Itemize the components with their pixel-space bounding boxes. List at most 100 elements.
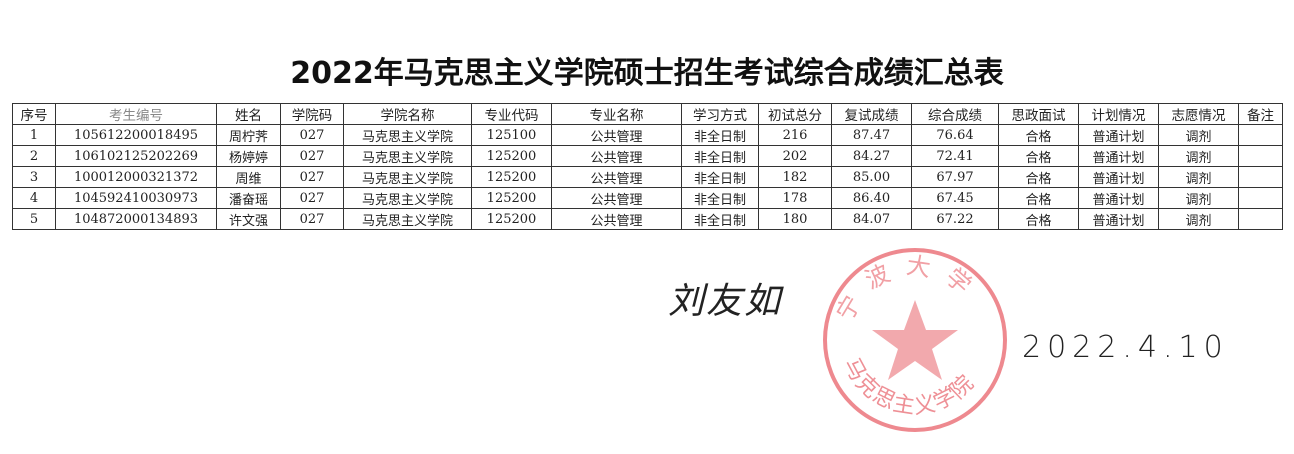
table-cell: 87.47 bbox=[831, 124, 912, 146]
table-cell: 2 bbox=[12, 145, 56, 167]
table-cell: 调剂 bbox=[1158, 124, 1239, 146]
table-cell: 027 bbox=[280, 124, 344, 146]
official-seal: 宁波大学 马克思主义学院 bbox=[823, 248, 1007, 432]
column-header: 志愿情况 bbox=[1158, 103, 1239, 125]
page-title: 2022年马克思主义学院硕士招生考试综合成绩汇总表 bbox=[290, 56, 1004, 91]
star-icon bbox=[872, 300, 958, 380]
table-cell: 调剂 bbox=[1158, 166, 1239, 188]
table-cell: 马克思主义学院 bbox=[343, 166, 472, 188]
table-row: 2 106102125202269 杨婷婷 027 马克思主义学院 125200 公共管理非… bbox=[12, 145, 1283, 167]
handwritten-signature: 刘友如 bbox=[668, 281, 783, 322]
table-cell: 普通计划 bbox=[1078, 124, 1159, 146]
table-cell: 106102125202269 bbox=[55, 145, 217, 167]
column-header: 思政面试 bbox=[998, 103, 1079, 125]
column-header: 专业代码 bbox=[471, 103, 552, 125]
table-cell: 马克思主义学院 bbox=[343, 187, 472, 209]
table-cell: 027 bbox=[280, 166, 344, 188]
header-row: 序号 考生编号 姓名 学院码 学院名称 专业代码 专业名称 学习方式 初试总分 复试成绩 综合成绩思… bbox=[12, 103, 1283, 125]
table-row: 3 100012000321372 周维 027 马克思主义学院 125200 公共管理 非全… bbox=[12, 166, 1283, 188]
column-header: 学院名称 bbox=[343, 103, 472, 125]
table-cell: 125200 bbox=[471, 208, 552, 230]
column-header: 序号 bbox=[12, 103, 56, 125]
column-header: 计划情况 bbox=[1078, 103, 1159, 125]
table-cell: 公共管理 bbox=[551, 124, 682, 146]
table-cell: 85.00 bbox=[831, 166, 912, 188]
table-cell: 调剂 bbox=[1158, 145, 1239, 167]
table-cell bbox=[1238, 166, 1283, 188]
table-cell: 182 bbox=[758, 166, 832, 188]
table-cell: 杨婷婷 bbox=[216, 145, 281, 167]
table-cell: 4 bbox=[12, 187, 56, 209]
table-cell: 125200 bbox=[471, 166, 552, 188]
column-header: 复试成绩 bbox=[831, 103, 912, 125]
table-cell: 马克思主义学院 bbox=[343, 145, 472, 167]
table-cell: 马克思主义学院 bbox=[343, 124, 472, 146]
table-row: 1 105612200018495 周柠荠 027 马克思主义学院 125100 公共管理非… bbox=[12, 124, 1283, 146]
column-header: 备注 bbox=[1238, 103, 1283, 125]
column-header: 综合成绩 bbox=[911, 103, 999, 125]
table-cell: 67.97 bbox=[911, 166, 999, 188]
table-cell: 许文强 bbox=[216, 208, 281, 230]
table-cell: 调剂 bbox=[1158, 208, 1239, 230]
column-header: 学习方式 bbox=[681, 103, 759, 125]
table-cell: 178 bbox=[758, 187, 832, 209]
table-cell: 非全日制 bbox=[681, 208, 759, 230]
table-cell: 普通计划 bbox=[1078, 145, 1159, 167]
table-cell: 普通计划 bbox=[1078, 166, 1159, 188]
table-cell: 周柠荠 bbox=[216, 124, 281, 146]
table-cell: 100012000321372 bbox=[55, 166, 217, 188]
table-cell bbox=[1238, 208, 1283, 230]
table-cell: 216 bbox=[758, 124, 832, 146]
table-cell: 非全日制 bbox=[681, 124, 759, 146]
table-cell: 合格 bbox=[998, 187, 1079, 209]
table-cell: 72.41 bbox=[911, 145, 999, 167]
table-cell bbox=[1238, 145, 1283, 167]
table-row: 5 104872000134893 许文强 027 马克思主义学院 125200 公共管理非… bbox=[12, 208, 1283, 230]
table-cell: 027 bbox=[280, 145, 344, 167]
table-cell: 普通计划 bbox=[1078, 187, 1159, 209]
table-cell: 非全日制 bbox=[681, 166, 759, 188]
score-table: 序号 考生编号 姓名 学院码 学院名称 专业代码 专业名称 学习方式 初试总分 复试成绩 综合成绩思… bbox=[12, 103, 1283, 230]
table-cell: 180 bbox=[758, 208, 832, 230]
table-cell: 1 bbox=[12, 124, 56, 146]
table-cell: 公共管理 bbox=[551, 187, 682, 209]
table-cell: 76.64 bbox=[911, 124, 999, 146]
table-cell: 84.07 bbox=[831, 208, 912, 230]
table-cell: 67.22 bbox=[911, 208, 999, 230]
table-cell: 潘奋瑶 bbox=[216, 187, 281, 209]
table-cell: 125100 bbox=[471, 124, 552, 146]
table-cell: 67.45 bbox=[911, 187, 999, 209]
table-cell bbox=[1238, 124, 1283, 146]
table-cell: 86.40 bbox=[831, 187, 912, 209]
table-cell: 104872000134893 bbox=[55, 208, 217, 230]
table-cell: 027 bbox=[280, 208, 344, 230]
table-cell bbox=[1238, 187, 1283, 209]
table-cell: 马克思主义学院 bbox=[343, 208, 472, 230]
table-cell: 5 bbox=[12, 208, 56, 230]
table-cell: 105612200018495 bbox=[55, 124, 217, 146]
column-header: 专业名称 bbox=[551, 103, 682, 125]
column-header: 考生编号 bbox=[55, 103, 217, 125]
column-header: 学院码 bbox=[280, 103, 344, 125]
column-header: 姓名 bbox=[216, 103, 281, 125]
table-cell: 合格 bbox=[998, 208, 1079, 230]
table-row: 4 104592410030973 潘奋瑶 027 马克思主义学院 125200 公共管理非… bbox=[12, 187, 1283, 209]
column-header: 初试总分 bbox=[758, 103, 832, 125]
table-cell: 84.27 bbox=[831, 145, 912, 167]
table-cell: 合格 bbox=[998, 145, 1079, 167]
table-cell: 3 bbox=[12, 166, 56, 188]
table-cell: 合格 bbox=[998, 166, 1079, 188]
table-cell: 非全日制 bbox=[681, 145, 759, 167]
table-cell: 周维 bbox=[216, 166, 281, 188]
table-cell: 104592410030973 bbox=[55, 187, 217, 209]
table-cell: 公共管理 bbox=[551, 145, 682, 167]
table-cell: 公共管理 bbox=[551, 208, 682, 230]
table-cell: 公共管理 bbox=[551, 166, 682, 188]
table-cell: 普通计划 bbox=[1078, 208, 1159, 230]
table-cell: 027 bbox=[280, 187, 344, 209]
table-cell: 125200 bbox=[471, 187, 552, 209]
handwritten-date: 2022.4.10 bbox=[1022, 330, 1229, 365]
table-cell: 202 bbox=[758, 145, 832, 167]
table-cell: 调剂 bbox=[1158, 187, 1239, 209]
table-cell: 125200 bbox=[471, 145, 552, 167]
